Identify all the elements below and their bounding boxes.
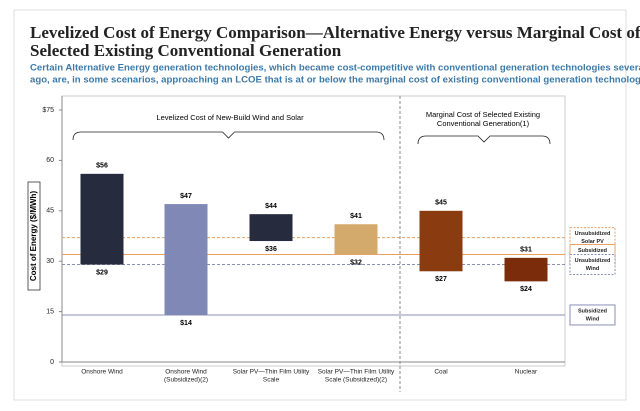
x-tick-label: Onshore Wind [81,369,123,376]
high-label: $47 [180,193,192,200]
chart-title: Selected Existing Conventional Generatio… [30,41,342,60]
reference-label: Unsubsidized [575,231,611,237]
low-label: $24 [520,286,532,293]
high-label: $44 [265,203,277,210]
reference-label: Wind [586,316,599,322]
low-label: $14 [180,320,192,327]
x-tick-label: Onshore Wind [165,369,207,376]
high-label: $41 [350,213,362,220]
reference-label: Wind [586,266,599,272]
group-label: Conventional Generation(1) [437,119,530,128]
y-axis-title-box [27,181,41,291]
reference-label: Subsidized [578,248,607,254]
reference-label: Subsidized [578,308,607,314]
reference-label: Unsubsidized [575,258,611,264]
y-tick-label: 0 [50,359,54,366]
high-label: $56 [96,163,108,170]
high-label: $31 [520,247,532,254]
low-label: $32 [350,259,362,266]
group-bracket [417,135,551,145]
x-tick-label: Coal [434,369,448,376]
reference-label-box [569,254,616,276]
reference-label: Solar PV [581,239,604,245]
y-tick-label: $75 [42,107,54,114]
subtitle: ago, are, in some scenarios, approaching… [30,75,640,86]
y-tick-label: 45 [46,208,54,215]
range-bar [504,257,548,282]
reference-label-box [569,304,616,326]
group-label: Marginal Cost of Selected Existing [426,110,540,119]
x-tick-label: Solar PV—Thin Film Utility [318,369,395,376]
y-axis-title: Cost of Energy ($/MWh) [29,191,38,282]
range-bar [80,173,124,265]
range-bar [164,204,208,315]
x-tick-label: Nuclear [515,369,538,376]
x-tick-label: (Subsidized)(2) [164,377,208,384]
x-tick-label: Solar PV—Thin Film Utility [233,369,310,376]
y-tick-label: 30 [46,258,54,265]
y-tick-label: 15 [46,308,54,315]
low-label: $29 [96,269,108,276]
subtitle: Certain Alternative Energy generation te… [30,63,640,74]
group-label: Levelized Cost of New-Build Wind and Sol… [156,113,304,122]
range-bar [249,214,293,242]
low-label: $27 [435,276,447,283]
y-tick-label: 60 [46,157,54,164]
group-bracket [72,131,385,141]
low-label: $36 [265,246,277,253]
range-bar [419,210,463,272]
x-tick-label: Scale (Subsidized)(2) [325,377,387,384]
range-bar [334,224,378,255]
chart-title: Levelized Cost of Energy Comparison—Alte… [30,23,640,42]
x-tick-label: Scale [263,377,280,384]
high-label: $45 [435,200,447,207]
